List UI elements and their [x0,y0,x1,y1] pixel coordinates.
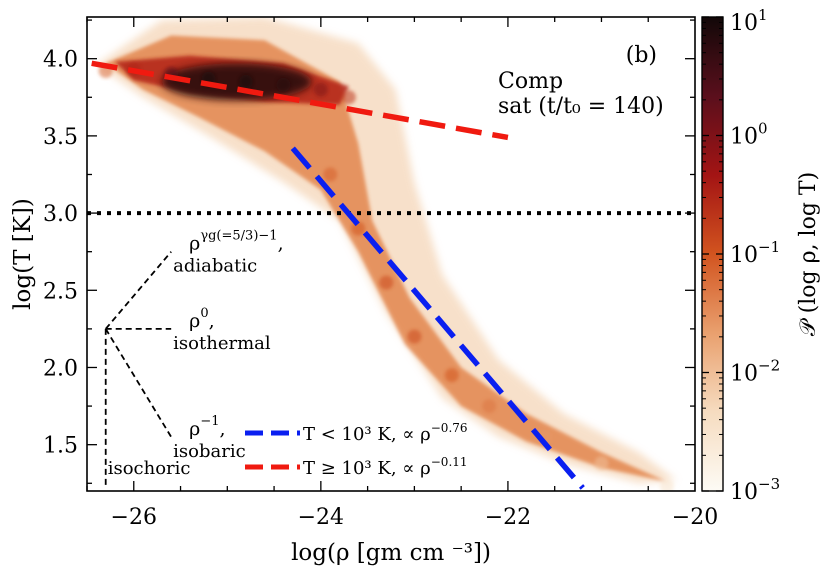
colorbar-tick-label: 101 [730,6,768,36]
fit-line-hot [91,60,509,141]
legend-label-hot: T ≥ 10³ K, ∝ ρ−0.11 [303,455,468,479]
colorbar: 101 100 10−1 10−2 10−3 𝒫 (log ρ, log T) [701,6,821,505]
legend-label-cold-main: T < 10³ K, ∝ ρ [303,424,431,445]
y-tick-label: 3.5 [43,125,78,150]
density-ridge-point [407,329,422,344]
heatmap-body [105,35,667,482]
legend-label-hot-exp: −0.11 [431,455,468,469]
reference-label-isobaric: isobaric [173,441,246,462]
fit-line-cold [290,146,585,490]
y-tick-label: 1.5 [43,434,78,459]
heatmap-peak [161,63,312,101]
density-ridge [98,62,674,491]
y-tick-label: 4.0 [43,48,78,73]
annotation-sat: sat (t/t₀ = 140) [498,94,664,119]
density-ridge-point [379,275,394,290]
x-axis: −26 −24 −22 −20 [86,17,718,530]
colorbar-tick-label: 10−3 [730,475,780,505]
density-ridge-point [313,82,328,97]
reference-label-isothermal: isothermal [173,333,271,354]
annotation-comp: Comp [498,69,563,94]
plot-frame [86,16,696,492]
colorbar-ticks: 101 100 10−1 10−2 10−3 [702,6,780,505]
reference-line-adiabatic [105,251,172,330]
reference-label-adiabatic: adiabatic [173,256,257,277]
x-axis-label: log(ρ [gm cm ⁻³]) [291,540,491,566]
reference-formula-adiabatic: ργg(=5/3)−1, [189,229,283,255]
y-tick-label: 2.5 [43,279,78,304]
reference-formula-isothermal: ρ0, [189,306,215,332]
colorbar-tick-label: 10−1 [730,238,780,268]
reference-formula-isobaric: ρ−1, [189,414,225,440]
y-tick-label: 3.0 [43,202,78,227]
density-ridge-point [276,77,291,92]
reference-line-isobaric [104,328,172,438]
density-heatmap [96,17,677,491]
colorbar-label: 𝒫 (log ρ, log T) [796,172,821,336]
panel-label: (b) [626,43,657,68]
density-ridge-point [444,368,459,383]
x-tick-label: −24 [298,505,344,530]
reference-slopes: ργg(=5/3)−1,adiabaticρ0,isothermalρ−1,is… [104,229,284,488]
density-ridge-point [323,167,338,182]
reference-label-isochoric: isochoric [108,458,191,479]
density-ridge-point [659,479,674,491]
density-ridge-point [239,74,253,89]
legend-label-cold: T < 10³ K, ∝ ρ−0.76 [303,421,468,445]
x-tick-label: −20 [672,505,718,530]
colorbar-tick-label: 10−2 [730,357,780,387]
y-axis: 1.5 2.0 2.5 3.0 3.5 4.0 [43,19,695,484]
x-tick-label: −26 [111,505,157,530]
legend-label-cold-exp: −0.76 [431,421,468,435]
density-ridge-point [341,90,356,105]
density-ridge-point [594,456,609,471]
legend-label-hot-main: T ≥ 10³ K, ∝ ρ [303,458,431,479]
density-ridge-point [482,399,497,414]
colorbar-tick-label: 100 [730,120,768,150]
y-tick-label: 2.0 [43,356,78,381]
x-tick-label: −22 [485,505,531,530]
legend: T < 10³ K, ∝ ρ−0.76 T ≥ 10³ K, ∝ ρ−0.11 [245,421,468,479]
y-axis-label: log(T [K]) [10,198,36,310]
